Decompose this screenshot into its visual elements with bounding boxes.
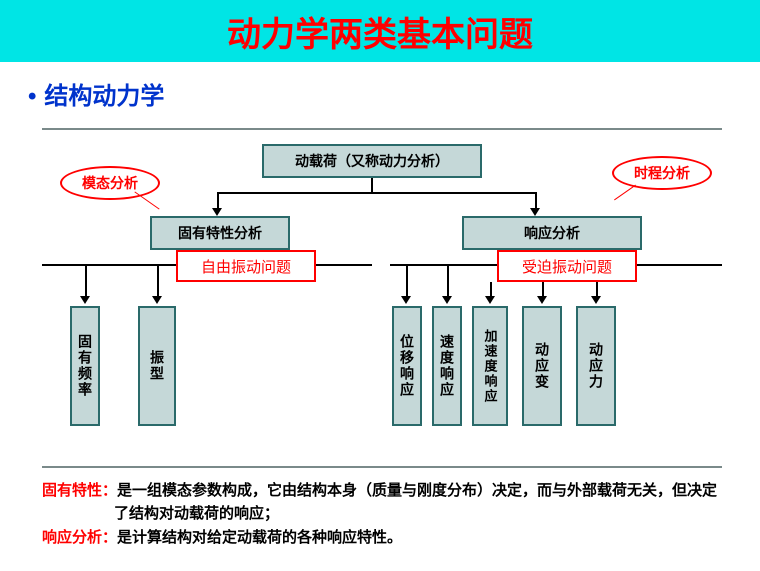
leaf-right-2-label: 加速度响应 — [481, 329, 500, 404]
connector — [406, 264, 408, 298]
flowchart: 动载荷（又称动力分析） 模态分析 时程分析 固有特性分析 响应分析 自由振动问题… — [42, 128, 722, 468]
connector — [217, 192, 537, 194]
arrow-icon — [152, 296, 162, 304]
leaf-right-3-label: 动应变 — [532, 342, 552, 390]
arrow-icon — [485, 296, 495, 304]
footer-line-2: 响应分析：是计算结构对给定动载荷的各种响应特性。 — [42, 527, 722, 550]
leaf-left-0-label: 固有频率 — [75, 334, 95, 398]
leaf-right-3: 动应变 — [522, 306, 562, 426]
page-title: 动力学两类基本问题 — [227, 7, 533, 56]
leaf-right-4: 动应力 — [576, 306, 616, 426]
connector — [614, 185, 636, 201]
leaf-right-0-label: 位移响应 — [397, 334, 417, 398]
node-branch-left-label: 固有特性分析 — [178, 223, 262, 243]
callout-right: 时程分析 — [612, 156, 712, 190]
node-redbox-right: 受迫振动问题 — [497, 250, 637, 282]
arrow-icon — [442, 296, 452, 304]
callout-left-label: 模态分析 — [82, 173, 138, 193]
subtitle-text: 结构动力学 — [44, 83, 164, 110]
title-bar: 动力学两类基本问题 — [0, 0, 760, 62]
leaf-left-0: 固有频率 — [70, 306, 100, 426]
arrow-icon — [80, 296, 90, 304]
arrow-icon — [401, 296, 411, 304]
node-branch-right: 响应分析 — [462, 216, 642, 250]
node-redbox-left-label: 自由振动问题 — [201, 256, 291, 277]
subtitle: • 结构动力学 — [28, 76, 760, 111]
callout-right-label: 时程分析 — [634, 163, 690, 183]
leaf-right-2: 加速度响应 — [472, 306, 508, 426]
leaf-right-0: 位移响应 — [392, 306, 422, 426]
bullet-icon: • — [28, 83, 36, 110]
leaf-right-1: 速度响应 — [432, 306, 462, 426]
node-redbox-left: 自由振动问题 — [176, 250, 316, 282]
leaf-right-1-label: 速度响应 — [437, 334, 457, 398]
node-redbox-right-label: 受迫振动问题 — [522, 256, 612, 277]
footer-line-1: 固有特性：是一组模态参数构成，它由结构本身（质量与刚度分布）决定，而与外部载荷无… — [42, 480, 722, 525]
footer-notes: 固有特性：是一组模态参数构成，它由结构本身（质量与刚度分布）决定，而与外部载荷无… — [42, 480, 722, 552]
node-root: 动载荷（又称动力分析） — [262, 144, 482, 178]
arrow-icon — [591, 296, 601, 304]
arrow-icon — [212, 208, 222, 216]
callout-left: 模态分析 — [60, 166, 160, 200]
leaf-right-4-label: 动应力 — [586, 342, 606, 390]
node-branch-left: 固有特性分析 — [150, 216, 290, 250]
connector — [371, 178, 373, 192]
arrow-icon — [530, 208, 540, 216]
connector — [85, 264, 87, 298]
node-branch-right-label: 响应分析 — [524, 223, 580, 243]
footer-1-text: 是一组模态参数构成，它由结构本身（质量与刚度分布）决定，而与外部载荷无关，但决定… — [114, 482, 717, 522]
node-root-label: 动载荷（又称动力分析） — [295, 151, 449, 171]
leaf-left-1: 振型 — [138, 306, 176, 426]
leaf-left-1-label: 振型 — [147, 350, 167, 382]
connector — [157, 264, 159, 298]
connector — [447, 264, 449, 298]
footer-2-text: 是计算结构对给定动载荷的各种响应特性。 — [117, 529, 402, 546]
footer-2-label: 响应分析： — [42, 529, 117, 546]
footer-1-label: 固有特性： — [42, 482, 117, 499]
arrow-icon — [537, 296, 547, 304]
